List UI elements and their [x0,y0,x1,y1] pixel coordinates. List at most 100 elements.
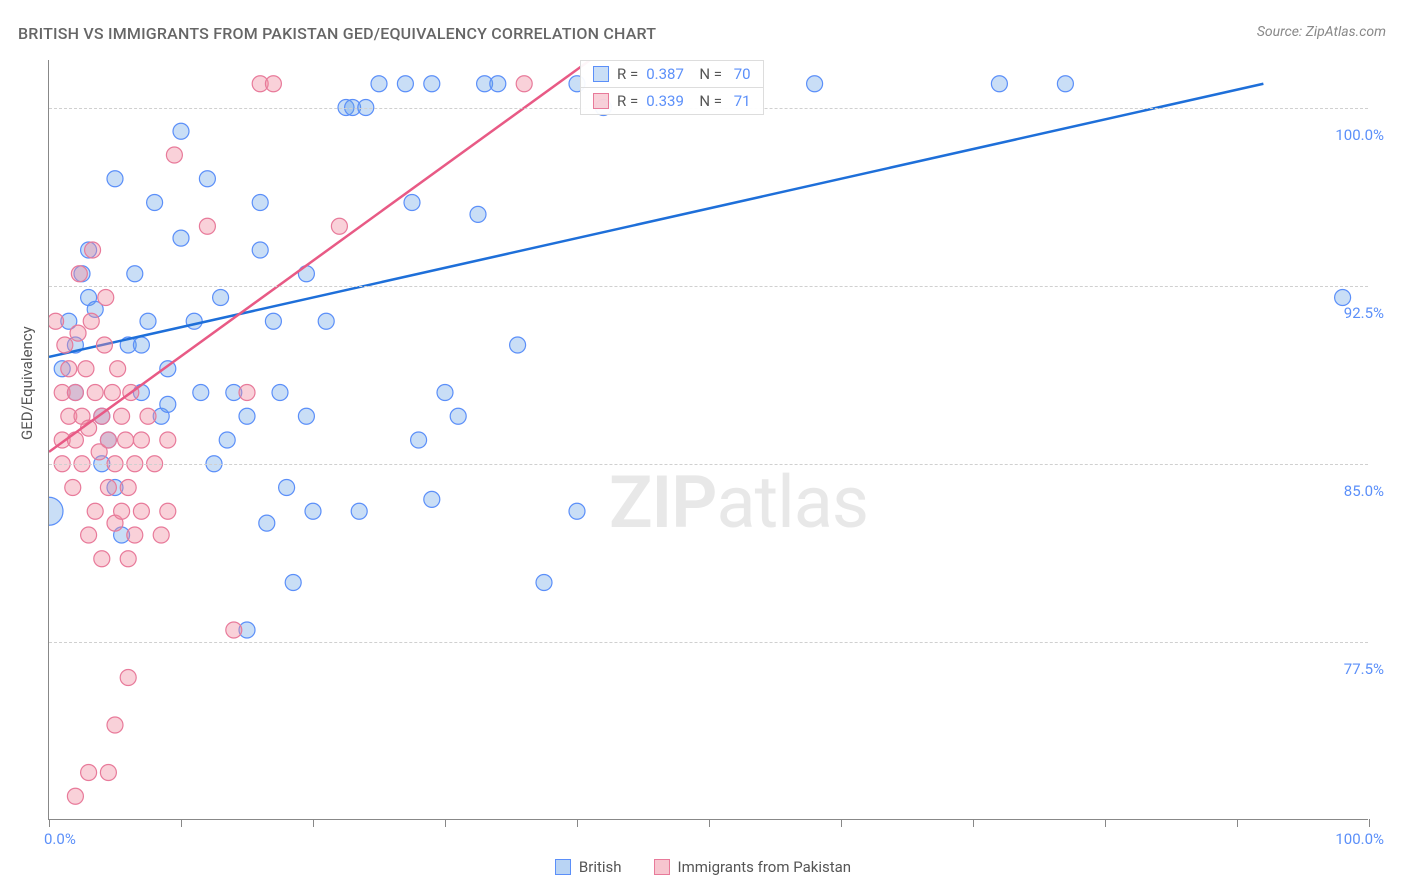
scatter-point [199,218,215,234]
x-tick [577,819,578,827]
scatter-point [100,432,116,448]
scatter-point [318,313,334,329]
correlation-legend-row: R =0.339 N = 71 [581,88,763,114]
x-tick [973,819,974,827]
scatter-point [371,76,387,92]
correlation-legend-row: R =0.387 N = 70 [581,61,763,88]
x-tick [841,819,842,827]
x-tick [445,819,446,827]
scatter-point [104,385,120,401]
scatter-point [166,147,182,163]
scatter-point [120,670,136,686]
scatter-point [100,765,116,781]
x-tick [181,819,182,827]
scatter-point [67,788,83,804]
x-tick [1237,819,1238,827]
scatter-point [133,503,149,519]
correlation-chart: BRITISH VS IMMIGRANTS FROM PAKISTAN GED/… [0,0,1406,892]
scatter-point [96,337,112,353]
gridline [49,464,1368,465]
scatter-point [272,385,288,401]
scatter-point [298,408,314,424]
x-tick [313,819,314,827]
regression-line [49,84,1263,357]
scatter-point [127,266,143,282]
scatter-point [81,765,97,781]
scatter-point [226,622,242,638]
scatter-point [67,385,83,401]
scatter-point [397,76,413,92]
gridline [49,642,1368,643]
chart-title: BRITISH VS IMMIGRANTS FROM PAKISTAN GED/… [18,24,656,43]
scatter-point [510,337,526,353]
gridline [49,286,1368,287]
scatter-point [85,242,101,258]
scatter-point [213,290,229,306]
scatter-point [70,325,86,341]
scatter-svg [49,60,1368,819]
scatter-point [110,361,126,377]
scatter-point [133,337,149,353]
scatter-point [61,361,77,377]
scatter-point [351,503,367,519]
scatter-point [285,575,301,591]
scatter-point [87,385,103,401]
y-tick-label: 85.0% [1344,482,1384,500]
scatter-point [252,195,268,211]
scatter-point [81,527,97,543]
scatter-point [71,266,87,282]
scatter-point [48,313,64,329]
scatter-point [450,408,466,424]
scatter-point [1057,76,1073,92]
x-tick [709,819,710,827]
legend-swatch-icon [593,66,609,82]
x-tick [1369,819,1370,827]
series-legend-label: British [579,858,622,876]
series-legend-item: Immigrants from Pakistan [654,858,852,876]
scatter-point [65,480,81,496]
scatter-point [516,76,532,92]
y-tick-label: 92.5% [1344,304,1384,322]
scatter-point [239,408,255,424]
regression-line [49,60,590,452]
scatter-point [100,480,116,496]
correlation-legend: R =0.387 N = 70R =0.339 N = 71 [580,60,764,115]
chart-source: Source: ZipAtlas.com [1257,24,1386,40]
scatter-point [199,171,215,187]
scatter-point [160,396,176,412]
scatter-point [160,503,176,519]
x-tick [49,819,50,827]
scatter-point [114,503,130,519]
y-tick-label: 77.5% [1344,660,1384,678]
scatter-point [569,503,585,519]
scatter-point [153,527,169,543]
scatter-point [140,313,156,329]
scatter-point [173,230,189,246]
scatter-point [140,408,156,424]
scatter-point [807,76,823,92]
scatter-point [120,551,136,567]
scatter-point [490,76,506,92]
plot-area: ZIPatlas [48,60,1368,820]
series-legend: British Immigrants from Pakistan [0,858,1406,876]
scatter-point [991,76,1007,92]
scatter-point [127,527,143,543]
scatter-point [78,361,94,377]
scatter-point [118,432,134,448]
scatter-point [98,290,114,306]
series-legend-item: British [555,858,622,876]
scatter-point [265,76,281,92]
x-tick [1105,819,1106,827]
scatter-point [404,195,420,211]
scatter-point [437,385,453,401]
scatter-point [67,432,83,448]
scatter-point [57,337,73,353]
scatter-point [87,503,103,519]
legend-swatch-icon [654,859,670,875]
scatter-point [265,313,281,329]
scatter-point [470,206,486,222]
legend-swatch-icon [593,93,609,109]
scatter-point [160,432,176,448]
scatter-point [147,195,163,211]
scatter-point [259,515,275,531]
